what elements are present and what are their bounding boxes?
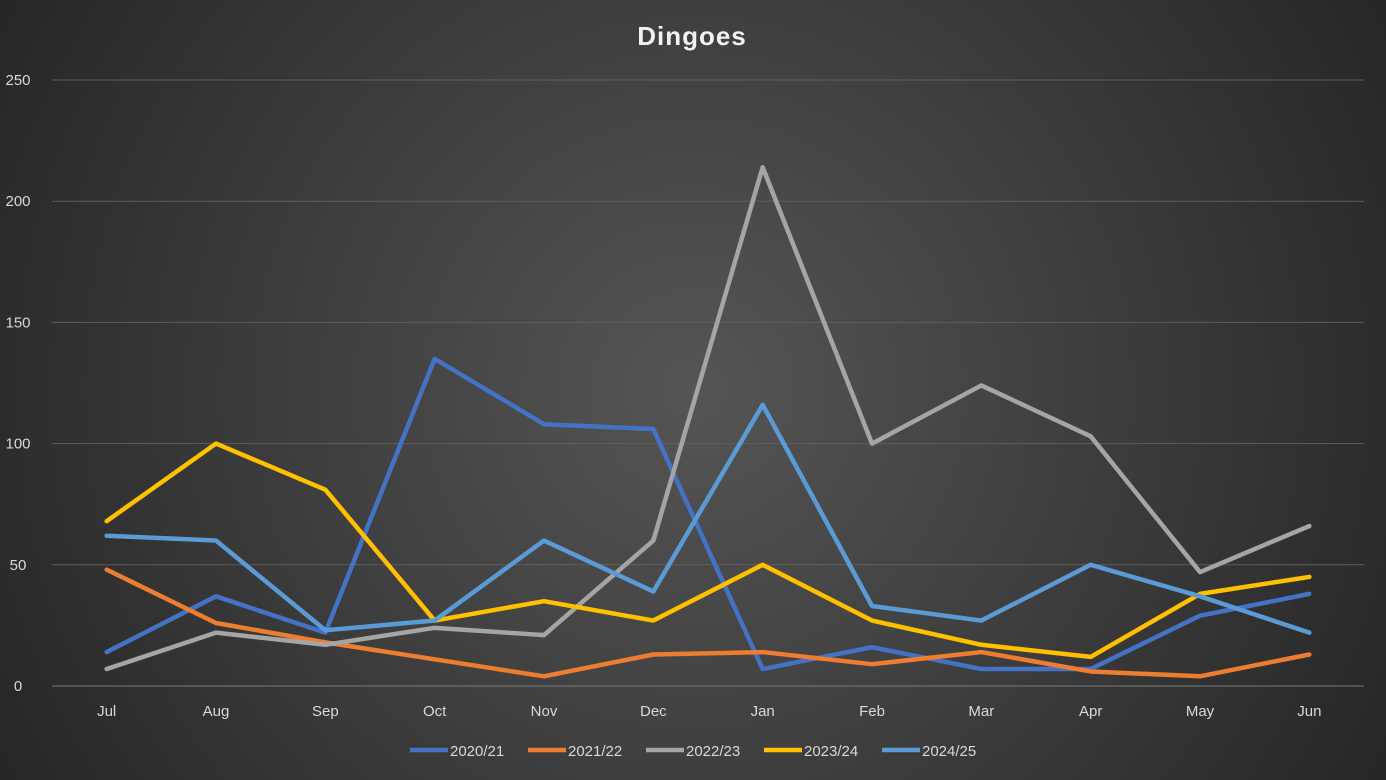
x-tick-label: Nov (531, 703, 558, 720)
series-lines (104, 165, 1312, 679)
x-tick-label: Oct (423, 703, 447, 720)
x-tick-label: Jul (97, 703, 116, 720)
series-line-2022-23 (104, 165, 1312, 672)
x-tick-label: Sep (312, 703, 339, 720)
x-tick-label: Dec (640, 703, 667, 720)
legend-label: 2024/25 (922, 743, 976, 760)
x-tick-label: Feb (859, 703, 885, 720)
legend-label: 2022/23 (686, 743, 740, 760)
series-line-2024-25 (104, 402, 1312, 635)
x-axis: Jul Aug Sep Oct Nov Dec Jan Feb Mar Apr May Jun (97, 703, 1321, 720)
x-tick-label: May (1186, 703, 1215, 720)
x-tick-label: Jun (1297, 703, 1321, 720)
series-line-2021-22 (104, 567, 1312, 679)
y-tick-label: 150 (5, 314, 30, 331)
legend-label: 2020/21 (450, 743, 504, 760)
chart-title: Dingoes (637, 21, 747, 51)
x-tick-label: Jan (751, 703, 775, 720)
x-tick-label: Apr (1079, 703, 1102, 720)
legend-label: 2023/24 (804, 743, 858, 760)
y-tick-label: 200 (5, 193, 30, 210)
y-tick-label: 0 (14, 678, 22, 695)
x-tick-label: Mar (968, 703, 994, 720)
series-line-2020-21 (104, 356, 1312, 672)
gridlines (52, 79, 1364, 687)
y-tick-label: 100 (5, 436, 30, 453)
y-tick-label: 50 (10, 557, 27, 574)
y-tick-label: 250 (5, 72, 30, 89)
legend: 2020/21 2021/22 2022/23 2023/24 2024/25 (410, 743, 976, 760)
series-line-2023-24 (104, 441, 1312, 660)
x-tick-label: Aug (203, 703, 230, 720)
legend-label: 2021/22 (568, 743, 622, 760)
y-axis: 0 50 100 150 200 250 (5, 72, 30, 695)
